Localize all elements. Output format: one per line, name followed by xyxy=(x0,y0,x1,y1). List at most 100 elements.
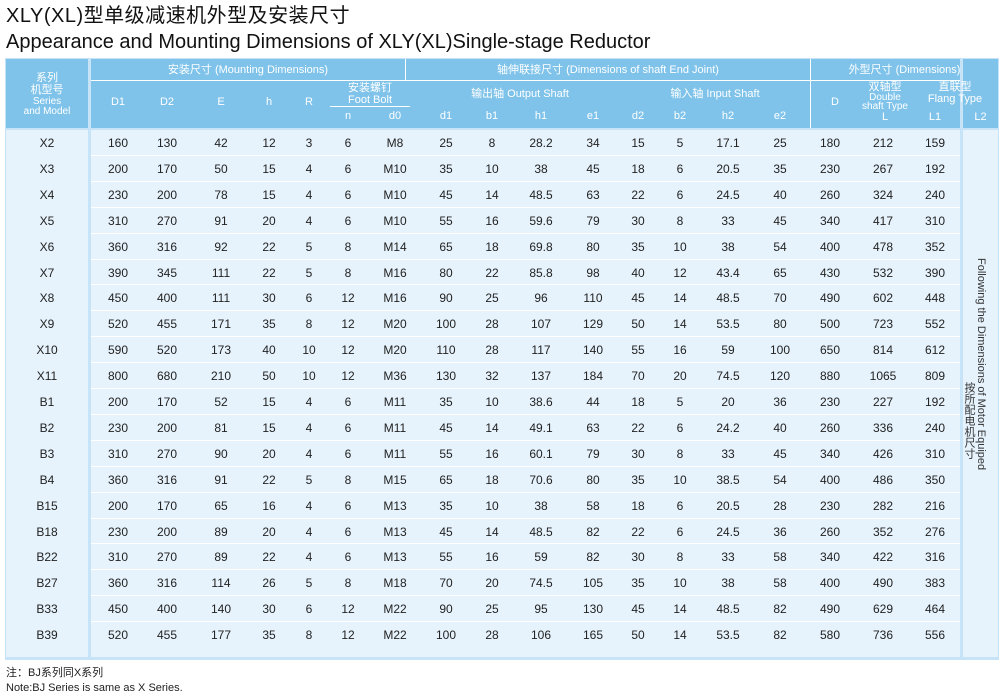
table-cell: 5 xyxy=(305,239,313,254)
table-cell: 45 xyxy=(439,420,453,435)
table-cell: 18 xyxy=(485,239,499,254)
table-cell: 48.5 xyxy=(529,524,553,539)
table-cell: 24.2 xyxy=(716,420,740,435)
table-cell: 70 xyxy=(439,576,453,591)
table-cell: 80 xyxy=(773,317,787,332)
table-cell: 814 xyxy=(872,343,894,358)
header-main xyxy=(91,59,960,128)
table-cell: 22 xyxy=(631,187,645,202)
table-cell: 33 xyxy=(721,446,735,461)
table-cell: 8 xyxy=(305,628,313,643)
table-cell: 612 xyxy=(924,343,946,358)
table-cell: 464 xyxy=(924,602,946,617)
table-cell: 580 xyxy=(819,628,841,643)
row-divider xyxy=(91,439,960,441)
row-divider xyxy=(91,310,960,312)
table-cell: 14 xyxy=(485,187,499,202)
table-cell: 22 xyxy=(262,239,276,254)
table-cell: 40 xyxy=(773,187,787,202)
table-cell: 230 xyxy=(107,187,129,202)
table-cell: 336 xyxy=(872,420,894,435)
table-cell: 383 xyxy=(924,576,946,591)
table-cell: 35 xyxy=(631,576,645,591)
table-cell: 78 xyxy=(214,187,228,202)
table-cell: 736 xyxy=(872,628,894,643)
table-cell: M14 xyxy=(383,239,407,254)
table-cell: 310 xyxy=(924,446,946,461)
table-cell: 90 xyxy=(214,446,228,461)
table-cell: 4 xyxy=(305,161,313,176)
table-cell: 35 xyxy=(439,161,453,176)
col-header-b2: b2 xyxy=(673,110,687,122)
table-cell: 8 xyxy=(676,446,684,461)
title-cn: XLY(XL)型单级减速机外型及安装尺寸 xyxy=(6,5,351,27)
table-cell: 33 xyxy=(721,213,735,228)
row-divider xyxy=(91,491,960,493)
table-cell: M16 xyxy=(383,265,407,280)
table-cell: 85.8 xyxy=(529,265,553,280)
table-cell: 1065 xyxy=(869,369,897,384)
table-cell: 486 xyxy=(872,472,894,487)
table-cell: 200 xyxy=(156,420,178,435)
table-cell: 345 xyxy=(156,265,178,280)
table-cell: M20 xyxy=(383,343,407,358)
side-note-cn: 按所配电机尺寸 xyxy=(963,382,975,459)
col-header-d2: d2 xyxy=(631,110,645,122)
table-cell: 4 xyxy=(305,187,313,202)
col-header-h1: h1 xyxy=(534,110,548,122)
header-mounting-group: 安装尺寸 (Mounting Dimensions) xyxy=(167,64,329,76)
table-cell: 20 xyxy=(262,446,276,461)
table-cell: 48.5 xyxy=(716,291,740,306)
table-cell: 100 xyxy=(435,628,457,643)
table-cell: 50 xyxy=(631,628,645,643)
table-cell: M10 xyxy=(383,161,407,176)
table-cell: 35 xyxy=(631,239,645,254)
table-cell: 65 xyxy=(214,498,228,513)
table-cell: 350 xyxy=(924,472,946,487)
table-cell: 55 xyxy=(631,343,645,358)
table-cell: 50 xyxy=(214,161,228,176)
row-divider xyxy=(91,621,960,623)
table-cell: 20 xyxy=(262,213,276,228)
table-cell: 140 xyxy=(210,602,232,617)
table-cell: 4 xyxy=(305,213,313,228)
table-cell: 4 xyxy=(305,498,313,513)
table-cell: 38.5 xyxy=(716,472,740,487)
table-cell: 105 xyxy=(582,576,604,591)
table-cell: 70 xyxy=(631,369,645,384)
header-group-separator xyxy=(91,80,960,81)
table-cell: 8 xyxy=(344,265,352,280)
table-cell: 15 xyxy=(262,187,276,202)
row-divider xyxy=(91,543,960,545)
table-cell: 90 xyxy=(439,602,453,617)
table-cell: 8 xyxy=(676,550,684,565)
table-cell: 45 xyxy=(439,524,453,539)
table-cell: 28 xyxy=(485,628,499,643)
table-cell: 24.5 xyxy=(716,187,740,202)
table-cell: 6 xyxy=(344,550,352,565)
row-model: X10 xyxy=(36,343,58,358)
table-cell: 20.5 xyxy=(716,498,740,513)
table-cell: 24.5 xyxy=(716,524,740,539)
table-cell: 20 xyxy=(721,395,735,409)
table-cell: 200 xyxy=(107,161,129,176)
row-divider xyxy=(91,413,960,415)
row-model: X4 xyxy=(39,187,55,202)
table-cell: 14 xyxy=(673,317,687,332)
table-cell: 79 xyxy=(586,446,600,461)
table-cell: 324 xyxy=(872,187,894,202)
col-header-e2: e2 xyxy=(773,110,787,122)
table-cell: 107 xyxy=(530,317,552,332)
table-cell: 50 xyxy=(262,369,276,384)
table-cell: 18 xyxy=(631,161,645,176)
col-header-L2: L2 xyxy=(974,111,987,123)
table-cell: 15 xyxy=(262,395,276,409)
table-cell: 276 xyxy=(924,524,946,539)
row-model: B27 xyxy=(36,576,58,591)
table-cell: 6 xyxy=(305,602,313,617)
col-header-b1: b1 xyxy=(485,110,499,122)
col-header-d1: d1 xyxy=(439,110,453,122)
table-cell: M22 xyxy=(383,602,407,617)
col-header-h: h xyxy=(265,96,273,108)
table-cell: 55 xyxy=(439,550,453,565)
